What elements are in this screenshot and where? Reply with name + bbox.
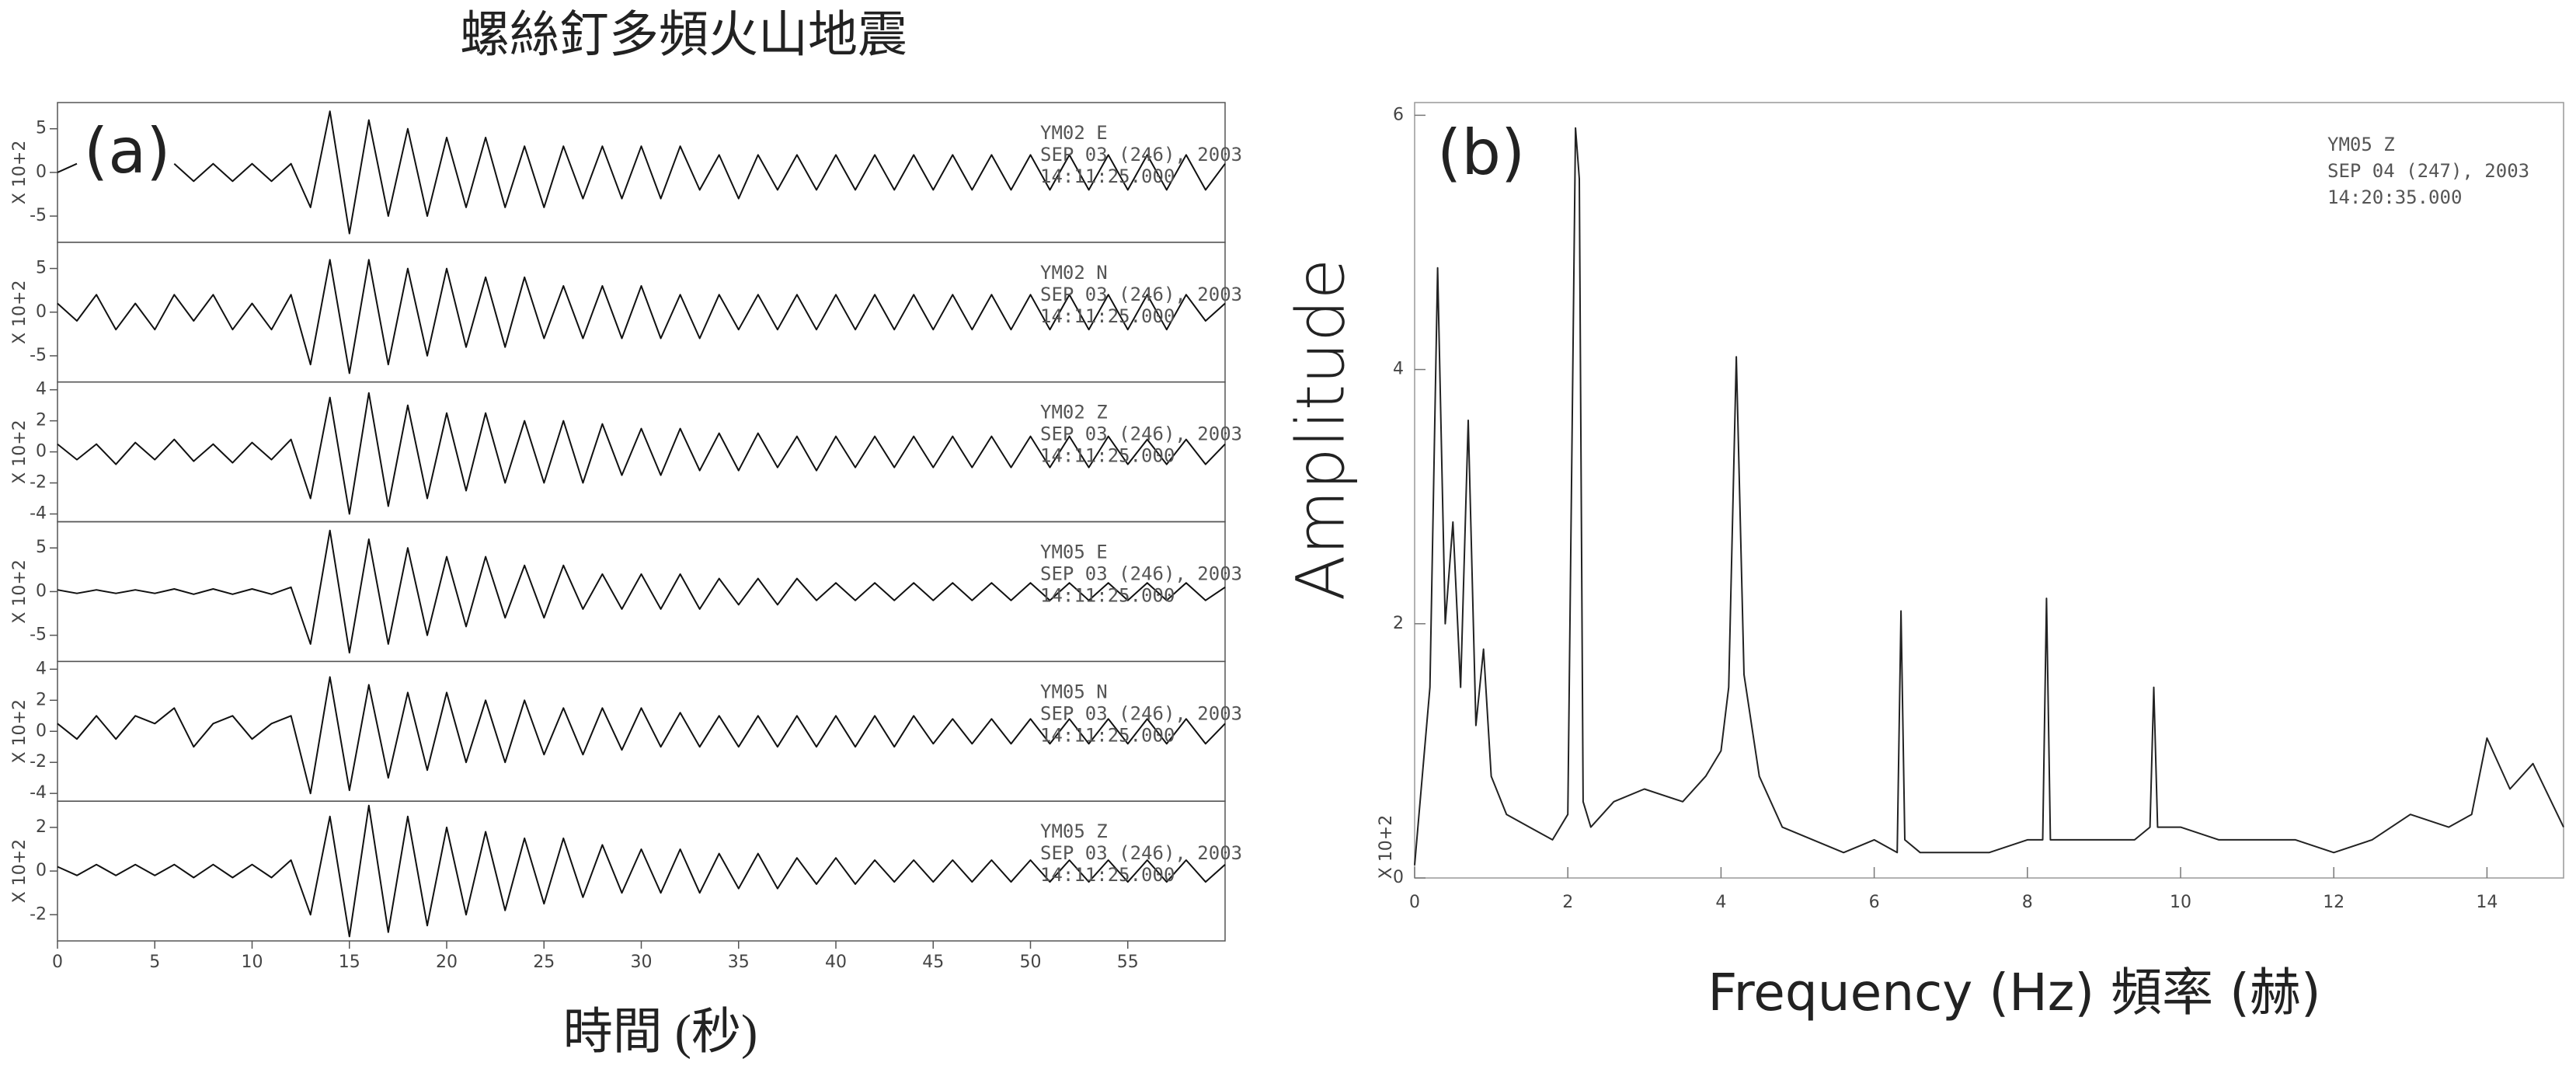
y-tick-label: 6 — [1393, 105, 1404, 124]
seismogram-trace — [57, 676, 1226, 795]
trace-annotation: 14:11:25.000 — [1040, 864, 1175, 886]
trace-annotation: SEP 03 (246), 2003 — [1040, 702, 1242, 724]
y-tick-label: 5 — [36, 259, 47, 278]
trace-annotation: YM05 N — [1040, 681, 1108, 702]
x-tick-label: 12 — [2323, 893, 2345, 912]
trace-annotation: SEP 03 (246), 2003 — [1040, 423, 1242, 445]
y-axis-label: Amplitude — [1283, 259, 1360, 601]
trace-annotation: YM02 N — [1040, 262, 1108, 284]
panel-label: (a) — [84, 115, 170, 187]
trace-annotation: SEP 03 (246), 2003 — [1040, 842, 1242, 864]
x-tick-label: 10 — [2170, 893, 2191, 912]
x-tick-label: 6 — [1869, 893, 1880, 912]
seismogram-trace — [57, 804, 1226, 938]
x-tick-label: 5 — [149, 953, 160, 972]
x-tick-label: 10 — [242, 953, 263, 972]
x-axis-label: Frequency (Hz) 頻率 (赫) — [1707, 963, 2320, 1022]
trace-annotation: 14:11:25.000 — [1040, 445, 1175, 467]
y-tick-label: 0 — [36, 162, 47, 182]
trace-annotation: 14:11:25.000 — [1040, 305, 1175, 327]
y-tick-label: 5 — [36, 119, 47, 138]
x-tick-label: 50 — [1020, 953, 1042, 972]
spectrum-line — [1414, 127, 2564, 866]
trace-annotation: SEP 03 (246), 2003 — [1040, 563, 1242, 585]
y-tick-label: -5 — [30, 625, 47, 645]
y-unit-label: X 10+2 — [10, 559, 30, 624]
panel-label: (b) — [1437, 117, 1525, 189]
y-unit-label: X 10+2 — [10, 141, 30, 205]
plot-frame — [1414, 102, 2564, 879]
trace-annotation: 14:11:25.000 — [1040, 585, 1175, 607]
y-tick-label: 2 — [36, 690, 47, 709]
x-tick-label: 30 — [631, 953, 653, 972]
x-tick-label: 4 — [1715, 893, 1726, 912]
x-tick-label: 55 — [1117, 953, 1139, 972]
y-unit-label: X 10+2 — [10, 839, 30, 904]
trace-annotation: YM02 E — [1040, 122, 1108, 144]
x-tick-label: 15 — [339, 953, 360, 972]
y-tick-label: 2 — [36, 411, 47, 430]
x-tick-label: 25 — [533, 953, 555, 972]
y-tick-label: 4 — [36, 659, 47, 678]
y-tick-label: -5 — [30, 206, 47, 225]
seismogram-trace — [57, 110, 1226, 235]
y-tick-label: -4 — [30, 504, 47, 524]
y-tick-label: 0 — [1393, 868, 1404, 887]
x-tick-label: 2 — [1562, 893, 1573, 912]
y-unit-label: X 10+2 — [10, 280, 30, 345]
trace-annotation: YM02 Z — [1040, 402, 1108, 423]
spectrum-annotation: SEP 04 (247), 2003 — [2327, 160, 2529, 182]
trace-annotation: SEP 03 (246), 2003 — [1040, 284, 1242, 305]
x-tick-label: 45 — [922, 953, 944, 972]
y-tick-label: -5 — [30, 346, 47, 365]
y-tick-label: -2 — [30, 752, 47, 772]
y-tick-label: 2 — [1393, 614, 1404, 633]
x-tick-label: 40 — [825, 953, 847, 972]
x-tick-label: 35 — [728, 953, 750, 972]
y-tick-label: -4 — [30, 783, 47, 803]
y-tick-label: 0 — [36, 302, 47, 322]
x-axis-label: 時間 (秒) — [563, 1005, 758, 1060]
seismogram-trace — [57, 259, 1226, 374]
y-tick-label: 0 — [36, 442, 47, 462]
y-unit-label: X 10+2 — [1377, 815, 1396, 880]
y-tick-label: 0 — [36, 861, 47, 880]
x-tick-label: 0 — [1409, 893, 1420, 912]
seismogram-trace — [57, 392, 1226, 515]
x-tick-label: 8 — [2022, 893, 2033, 912]
y-unit-label: X 10+2 — [10, 699, 30, 764]
spectrum-annotation: 14:20:35.000 — [2327, 186, 2462, 208]
trace-annotation: 14:11:25.000 — [1040, 724, 1175, 746]
trace-annotation: YM05 Z — [1040, 820, 1108, 842]
trace-annotation: YM05 E — [1040, 542, 1108, 563]
y-tick-label: -2 — [30, 473, 47, 493]
spectrum-annotation: YM05 Z — [2327, 134, 2395, 155]
y-tick-label: 4 — [1393, 360, 1404, 379]
y-tick-label: 0 — [36, 581, 47, 601]
y-unit-label: X 10+2 — [10, 420, 30, 484]
trace-annotation: 14:11:25.000 — [1040, 165, 1175, 187]
y-tick-label: 0 — [36, 721, 47, 740]
x-tick-label: 0 — [52, 953, 63, 972]
y-tick-label: -2 — [30, 904, 47, 924]
y-tick-label: 5 — [36, 538, 47, 557]
y-tick-label: 2 — [36, 817, 47, 837]
y-tick-label: 4 — [36, 380, 47, 399]
chart-title: 螺絲釘多頻火山地震 — [460, 8, 907, 63]
x-tick-label: 20 — [436, 953, 458, 972]
seismogram-trace — [57, 529, 1226, 654]
x-tick-label: 14 — [2476, 893, 2498, 912]
trace-annotation: SEP 03 (246), 2003 — [1040, 144, 1242, 165]
